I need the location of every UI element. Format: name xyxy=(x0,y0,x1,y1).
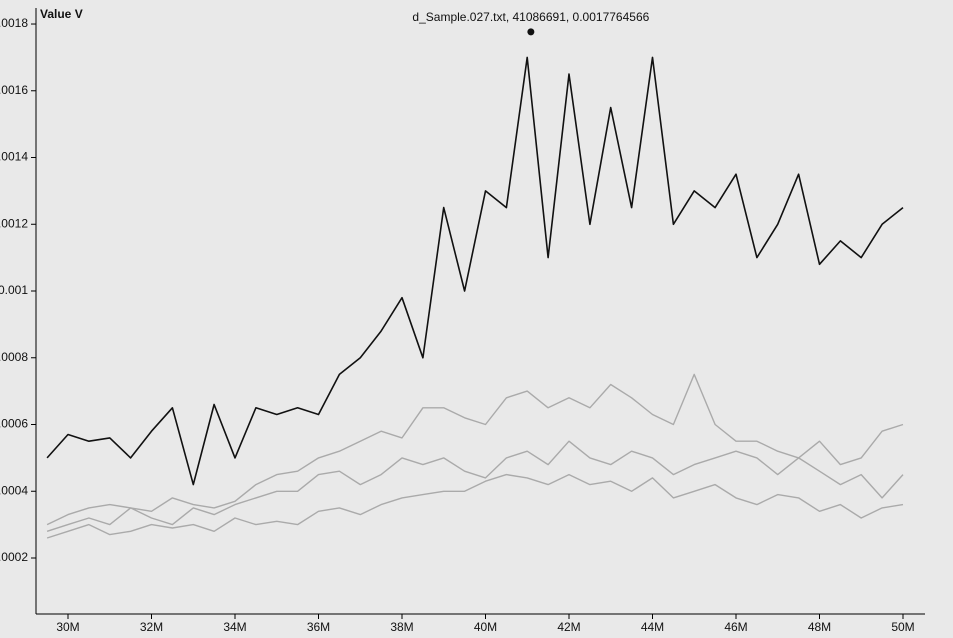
y-tick-label: 0.0006 xyxy=(0,417,28,431)
x-tick-label: 36M xyxy=(307,620,330,634)
x-tick-label: 34M xyxy=(223,620,246,634)
x-tick-label: 32M xyxy=(140,620,163,634)
x-tick-label: 38M xyxy=(390,620,413,634)
y-tick-label: 0.0014 xyxy=(0,150,28,164)
y-tick-label: 0.0012 xyxy=(0,216,28,230)
hover-point xyxy=(527,28,535,36)
x-tick-label: 48M xyxy=(808,620,831,634)
x-tick-label: 46M xyxy=(724,620,747,634)
hover-label: d_Sample.027.txt, 41086691, 0.0017764566 xyxy=(412,10,649,24)
x-tick-label: 50M xyxy=(891,620,914,634)
series-line xyxy=(46,373,904,526)
series-line xyxy=(46,473,904,539)
x-tick-label: 40M xyxy=(474,620,497,634)
y-axis-label: Value V xyxy=(40,7,83,21)
series-line xyxy=(46,56,904,486)
y-tick-label: 0.0002 xyxy=(0,550,28,564)
y-tick-label: 0.0008 xyxy=(0,350,28,364)
series-line xyxy=(46,440,904,532)
x-tick-label: 42M xyxy=(557,620,580,634)
y-tick-label: 0.0004 xyxy=(0,483,28,497)
y-tick-label: 0.001 xyxy=(0,283,28,297)
y-tick-label: 0.0018 xyxy=(0,16,28,30)
x-tick-label: 44M xyxy=(641,620,664,634)
x-tick-label: 30M xyxy=(56,620,79,634)
y-tick-label: 0.0016 xyxy=(0,83,28,97)
